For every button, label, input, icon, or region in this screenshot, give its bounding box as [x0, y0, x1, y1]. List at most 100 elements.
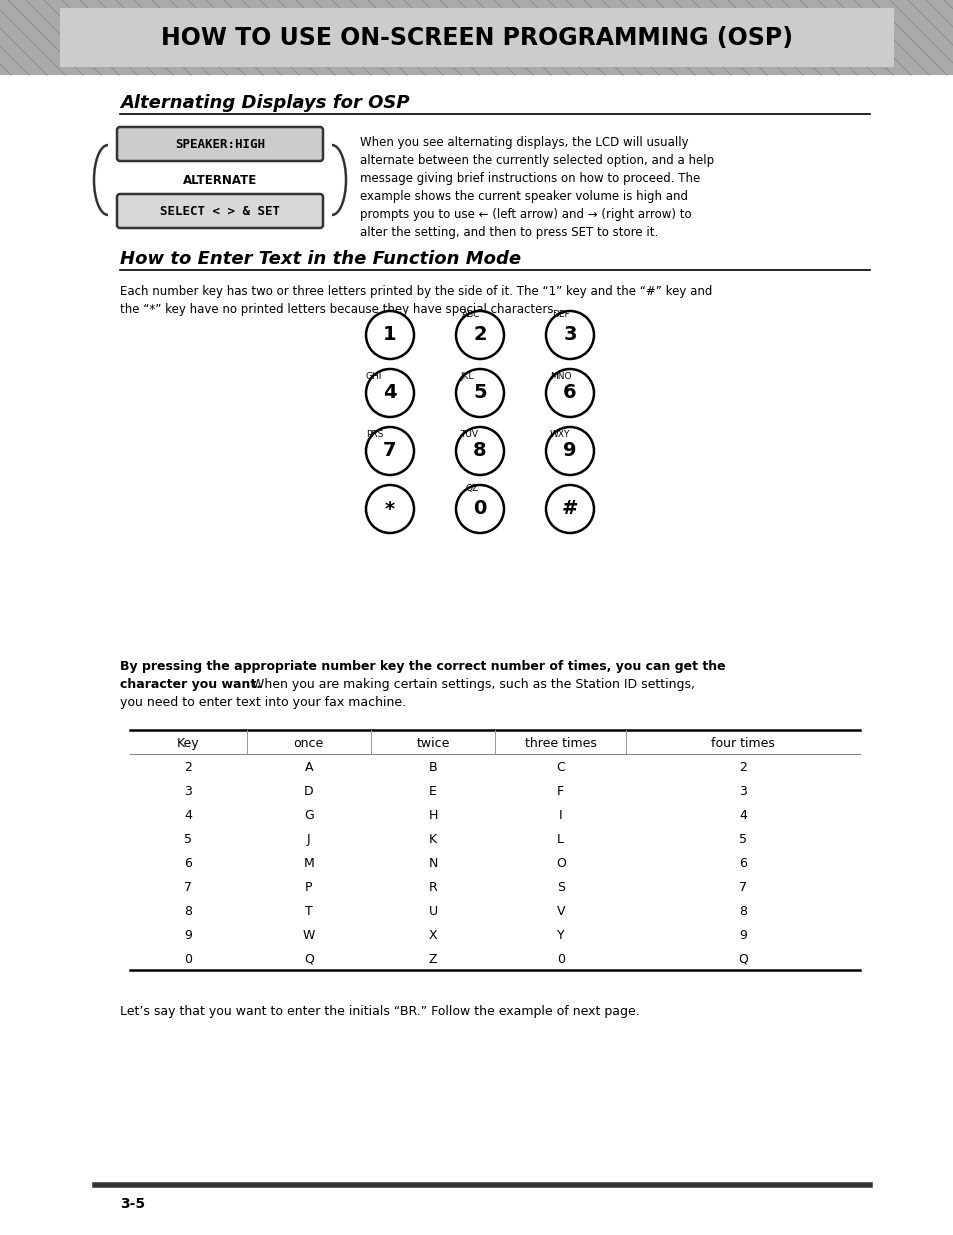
Text: How to Enter Text in the Function Mode: How to Enter Text in the Function Mode	[120, 249, 520, 268]
Text: 9: 9	[184, 929, 193, 942]
Text: D: D	[304, 784, 314, 798]
Text: SELECT < > & SET: SELECT < > & SET	[160, 205, 280, 217]
Text: S: S	[557, 881, 564, 894]
Text: Q: Q	[738, 952, 747, 966]
Text: QZ: QZ	[465, 484, 478, 493]
FancyBboxPatch shape	[117, 127, 323, 161]
Circle shape	[366, 311, 414, 359]
Text: 8: 8	[184, 905, 193, 918]
Text: W: W	[302, 929, 314, 942]
Text: J: J	[307, 832, 311, 846]
Text: 7: 7	[184, 881, 193, 894]
Text: G: G	[304, 809, 314, 821]
Text: 6: 6	[739, 857, 746, 869]
Text: U: U	[428, 905, 437, 918]
Text: 3: 3	[562, 326, 577, 345]
Text: 4: 4	[739, 809, 746, 821]
Text: 4: 4	[184, 809, 193, 821]
Text: 3-5: 3-5	[120, 1197, 145, 1212]
Text: M: M	[303, 857, 314, 869]
Text: WXY: WXY	[550, 430, 570, 438]
Text: V: V	[556, 905, 564, 918]
Text: P: P	[305, 881, 313, 894]
Text: When you see alternating displays, the LCD will usually: When you see alternating displays, the L…	[359, 136, 688, 149]
Text: B: B	[428, 761, 436, 773]
FancyBboxPatch shape	[60, 7, 893, 67]
Text: example shows the current speaker volume is high and: example shows the current speaker volume…	[359, 190, 687, 203]
Text: three times: three times	[524, 737, 596, 751]
FancyBboxPatch shape	[117, 194, 323, 228]
Text: 0: 0	[557, 952, 564, 966]
Text: 2: 2	[473, 326, 486, 345]
Circle shape	[456, 427, 503, 475]
Text: 8: 8	[739, 905, 746, 918]
Text: PRS: PRS	[366, 430, 383, 438]
Text: F: F	[557, 784, 563, 798]
Text: you need to enter text into your fax machine.: you need to enter text into your fax mac…	[120, 697, 406, 709]
Text: A: A	[304, 761, 313, 773]
Text: MNO: MNO	[550, 372, 571, 382]
Text: the “*” key have no printed letters because they have special characters.: the “*” key have no printed letters beca…	[120, 303, 557, 316]
Text: 6: 6	[184, 857, 193, 869]
Circle shape	[456, 369, 503, 417]
Text: 5: 5	[739, 832, 746, 846]
Text: 5: 5	[184, 832, 193, 846]
Text: I: I	[558, 809, 562, 821]
Text: 5: 5	[473, 384, 486, 403]
Text: Y: Y	[557, 929, 564, 942]
Text: T: T	[305, 905, 313, 918]
Circle shape	[545, 311, 594, 359]
Text: By pressing the appropriate number key the correct number of times, you can get : By pressing the appropriate number key t…	[120, 659, 725, 673]
Text: #: #	[561, 499, 578, 519]
Text: ALTERNATE: ALTERNATE	[183, 173, 257, 186]
Circle shape	[456, 485, 503, 534]
Text: ABC: ABC	[461, 310, 480, 319]
Text: O: O	[556, 857, 565, 869]
Bar	[0, 0, 953, 75]
Text: X: X	[428, 929, 436, 942]
Text: 2: 2	[739, 761, 746, 773]
Text: 3: 3	[739, 784, 746, 798]
Text: 9: 9	[739, 929, 746, 942]
Circle shape	[545, 427, 594, 475]
Text: L: L	[557, 832, 563, 846]
Circle shape	[545, 485, 594, 534]
Text: JKL: JKL	[459, 372, 473, 382]
Text: Key: Key	[177, 737, 199, 751]
Text: E: E	[429, 784, 436, 798]
Text: 6: 6	[562, 384, 577, 403]
Text: C: C	[556, 761, 564, 773]
Text: 3: 3	[184, 784, 193, 798]
Text: 0: 0	[184, 952, 193, 966]
Text: message giving brief instructions on how to proceed. The: message giving brief instructions on how…	[359, 172, 700, 185]
Text: N: N	[428, 857, 437, 869]
Text: 4: 4	[383, 384, 396, 403]
Text: alter the setting, and then to press SET to store it.: alter the setting, and then to press SET…	[359, 226, 658, 240]
Text: K: K	[429, 832, 436, 846]
Text: DEF: DEF	[552, 310, 569, 319]
Text: TUV: TUV	[459, 430, 477, 438]
Text: twice: twice	[416, 737, 449, 751]
Circle shape	[366, 427, 414, 475]
Circle shape	[366, 369, 414, 417]
Text: H: H	[428, 809, 437, 821]
Text: Z: Z	[428, 952, 436, 966]
Text: Each number key has two or three letters printed by the side of it. The “1” key : Each number key has two or three letters…	[120, 285, 712, 298]
Text: 8: 8	[473, 441, 486, 461]
Text: 7: 7	[739, 881, 746, 894]
Text: Alternating Displays for OSP: Alternating Displays for OSP	[120, 94, 409, 112]
Text: 1: 1	[383, 326, 396, 345]
Circle shape	[545, 369, 594, 417]
Text: 0: 0	[473, 499, 486, 519]
Text: four times: four times	[711, 737, 775, 751]
Text: prompts you to use ← (left arrow) and → (right arrow) to: prompts you to use ← (left arrow) and → …	[359, 207, 691, 221]
Circle shape	[456, 311, 503, 359]
Text: GHI: GHI	[366, 372, 382, 382]
Text: character you want.: character you want.	[120, 678, 261, 692]
Text: *: *	[384, 499, 395, 519]
Text: alternate between the currently selected option, and a help: alternate between the currently selected…	[359, 154, 714, 167]
Text: Let’s say that you want to enter the initials “BR.” Follow the example of next p: Let’s say that you want to enter the ini…	[120, 1005, 639, 1018]
Text: 7: 7	[383, 441, 396, 461]
Text: HOW TO USE ON-SCREEN PROGRAMMING (OSP): HOW TO USE ON-SCREEN PROGRAMMING (OSP)	[161, 26, 792, 49]
Text: Q: Q	[304, 952, 314, 966]
